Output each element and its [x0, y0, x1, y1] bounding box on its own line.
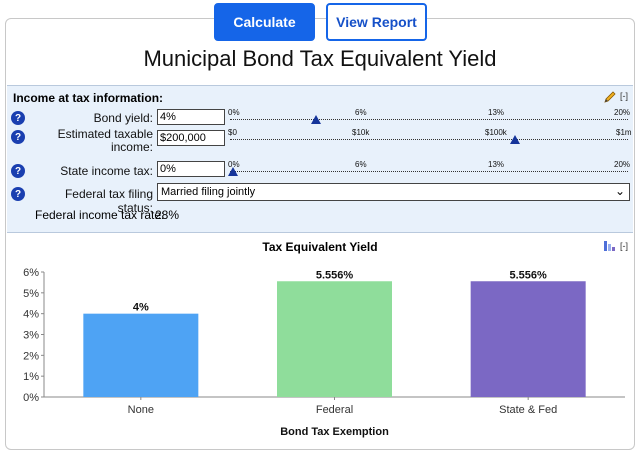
- filing-status-label: Federal tax filing status:: [64, 187, 153, 215]
- inputs-panel: Income at tax information: [-] ? Bond yi…: [7, 85, 633, 233]
- help-icon[interactable]: ?: [11, 164, 25, 178]
- slider-thumb[interactable]: [228, 167, 238, 176]
- bar-data-label: 4%: [133, 302, 149, 314]
- filing-status-value: Married filing jointly: [161, 186, 256, 198]
- taxable-income-label: Estimated taxable income:: [27, 128, 153, 154]
- slider-tick: 0%: [228, 108, 240, 117]
- x-tick-label: None: [128, 404, 154, 416]
- bond-yield-slider[interactable]: 0% 6% 13% 20%: [228, 108, 630, 130]
- slider-tick: $1m: [616, 128, 632, 137]
- section-title: Income at tax information:: [13, 91, 164, 105]
- taxable-income-input[interactable]: $200,000: [157, 130, 225, 146]
- bond-yield-label: Bond yield:: [93, 111, 153, 125]
- taxable-income-label-line1: Estimated taxable: [57, 127, 153, 141]
- y-tick-label: 4%: [23, 309, 39, 321]
- help-icon[interactable]: ?: [11, 187, 25, 201]
- view-report-button[interactable]: View Report: [326, 3, 427, 41]
- y-tick-label: 0%: [23, 392, 39, 404]
- federal-rate-value: 28%: [155, 208, 180, 222]
- x-axis-label: Bond Tax Exemption: [280, 426, 389, 438]
- slider-tick: $0: [228, 128, 237, 137]
- taxable-income-label-line2: income:: [110, 140, 153, 154]
- help-icon[interactable]: ?: [11, 111, 25, 125]
- bar-chart-icon[interactable]: [604, 241, 615, 251]
- bar: [470, 281, 586, 397]
- slider-tick: 20%: [614, 108, 631, 117]
- slider-tick: 13%: [488, 108, 505, 117]
- inputs-collapse-button[interactable]: [-]: [620, 91, 628, 101]
- state-tax-label: State income tax:: [60, 164, 153, 178]
- federal-rate-label: Federal income tax rate:: [35, 208, 165, 222]
- y-tick-label: 5%: [23, 288, 39, 300]
- slider-track: [230, 119, 628, 120]
- bar: [83, 313, 199, 397]
- calculate-button[interactable]: Calculate: [214, 3, 315, 41]
- bar: [277, 281, 392, 397]
- filing-status-select[interactable]: Married filing jointly ⌄: [157, 183, 630, 201]
- x-tick-label: Federal: [316, 404, 353, 416]
- taxable-income-slider[interactable]: $0 $10k $100k $1m: [228, 128, 632, 150]
- slider-tick: 6%: [355, 108, 367, 117]
- state-tax-slider[interactable]: 0% 6% 13% 20%: [228, 160, 630, 182]
- chart-collapse-button[interactable]: [-]: [620, 241, 628, 251]
- page-title: Municipal Bond Tax Equivalent Yield: [143, 46, 497, 71]
- slider-tick: $10k: [352, 128, 370, 137]
- y-tick-label: 2%: [23, 350, 39, 362]
- bar-data-label: 5.556%: [316, 269, 354, 281]
- x-tick-label: State & Fed: [499, 404, 557, 416]
- state-tax-input[interactable]: 0%: [157, 161, 225, 177]
- y-tick-label: 6%: [23, 267, 39, 279]
- bond-yield-input[interactable]: 4%: [157, 109, 225, 125]
- bar-data-label: 5.556%: [510, 269, 548, 281]
- slider-tick: 6%: [355, 160, 367, 169]
- y-tick-label: 3%: [23, 330, 39, 342]
- y-tick-label: 1%: [23, 371, 39, 383]
- bar-chart: 0% 1% 2% 3% 4% 5% 6% 4% None 5.556% Federal 5.556% S…: [23, 267, 625, 438]
- slider-thumb[interactable]: [311, 115, 321, 124]
- slider-tick: $100k: [485, 128, 507, 137]
- chart-title: Tax Equivalent Yield: [262, 240, 378, 254]
- chevron-down-icon: ⌄: [614, 184, 625, 198]
- slider-tick: 13%: [488, 160, 505, 169]
- slider-track: [230, 171, 628, 172]
- pencil-icon[interactable]: [603, 90, 617, 104]
- slider-tick: 0%: [228, 160, 240, 169]
- slider-track: [230, 139, 628, 140]
- slider-tick: 20%: [614, 160, 631, 169]
- slider-thumb[interactable]: [510, 135, 520, 144]
- help-icon[interactable]: ?: [11, 130, 25, 144]
